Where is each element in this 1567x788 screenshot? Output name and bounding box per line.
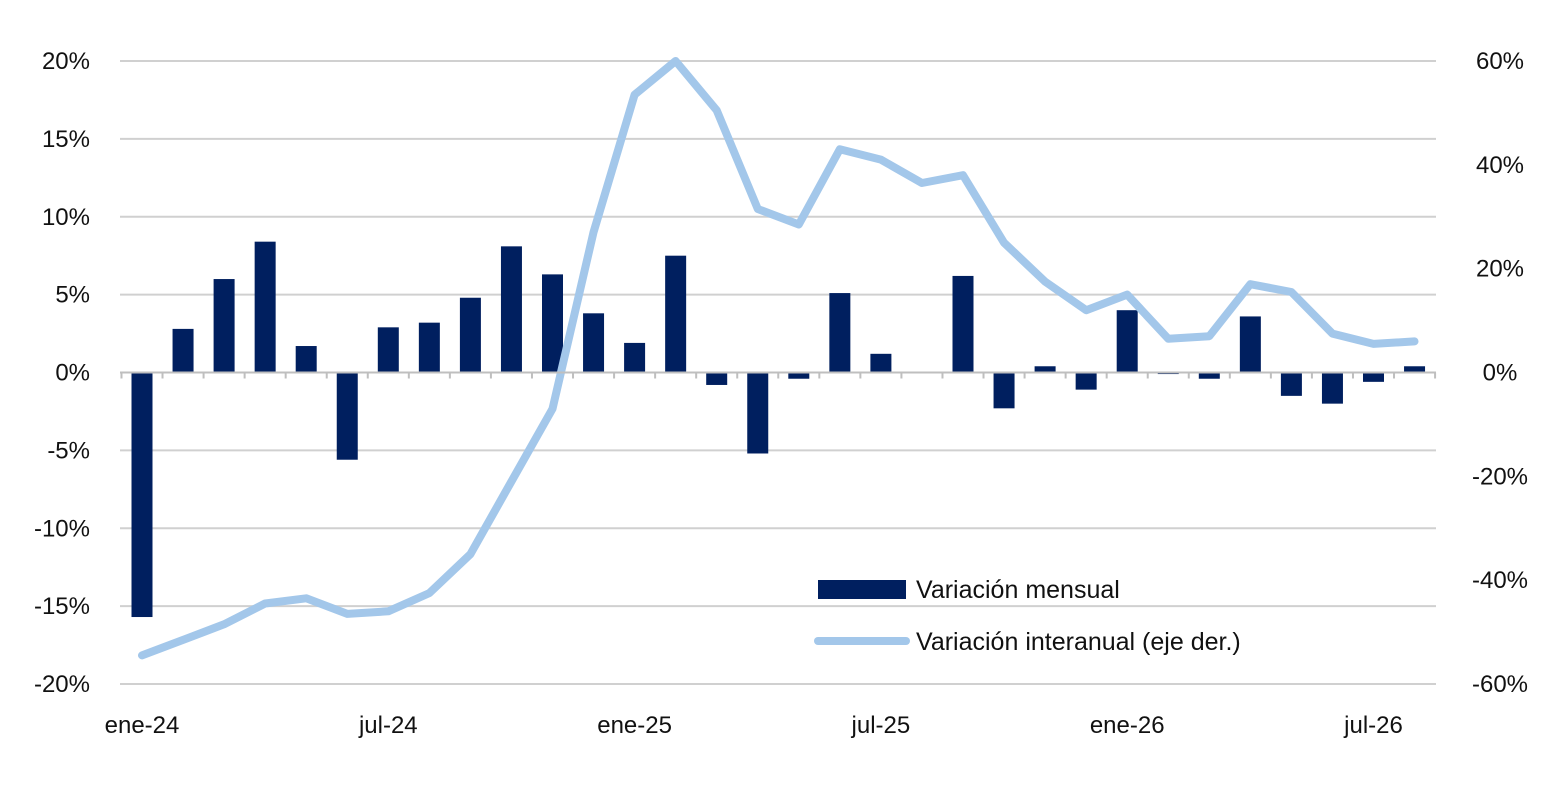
bar	[500, 246, 522, 373]
x-tick-label: jul-26	[1343, 712, 1403, 739]
bar	[1116, 310, 1138, 373]
y-right-tick-label: -40%	[1472, 567, 1528, 594]
y-right-tick-label: 40%	[1476, 152, 1524, 179]
bar	[377, 327, 399, 373]
y-left-tick-label: 15%	[42, 126, 90, 153]
bar	[459, 297, 481, 373]
y-right-tick-label: -20%	[1472, 463, 1528, 490]
y-left-tick-label: -15%	[34, 593, 90, 620]
legend-label-line: Variación interanual (eje der.)	[916, 628, 1241, 656]
series-line	[138, 57, 1419, 660]
bar	[213, 279, 235, 373]
x-tick-label: ene-24	[105, 712, 180, 739]
bar	[1239, 316, 1261, 373]
bar	[1198, 372, 1220, 379]
bar	[1321, 372, 1343, 404]
bar	[542, 274, 563, 373]
bar	[254, 241, 276, 373]
y-right-tick-label: -60%	[1472, 671, 1528, 698]
y-left-tick-label: -5%	[47, 437, 90, 464]
line-series-yearly	[138, 57, 1419, 660]
y-left-tick-label: -20%	[34, 671, 90, 698]
y-left-tick-label: 10%	[42, 204, 90, 231]
y-left-tick-label: 0%	[55, 360, 90, 387]
bar	[706, 372, 728, 385]
y-left-tick-label: 5%	[55, 282, 90, 309]
x-tick-label: ene-26	[1090, 712, 1165, 739]
bar	[993, 372, 1015, 409]
y-right-tick-label: 60%	[1476, 48, 1524, 75]
bar	[624, 342, 646, 373]
bar	[295, 346, 317, 373]
bar	[131, 372, 153, 618]
bar	[336, 372, 358, 460]
y-axis-left: 20% 15% 10% 5% 0% -5% -10% -15% -20%	[34, 48, 90, 698]
y-right-tick-label: 20%	[1476, 256, 1524, 283]
x-tick-label: jul-25	[851, 712, 911, 739]
y-right-tick-label: 0%	[1483, 360, 1518, 387]
bar	[1280, 372, 1302, 396]
y-axis-right: 60% 40% 20% 0% -20% -40% -60%	[1472, 48, 1528, 698]
y-left-tick-label: 20%	[42, 48, 90, 75]
bar	[788, 372, 810, 379]
bar-series-monthly	[131, 241, 1426, 618]
bar	[1363, 372, 1384, 382]
legend-label-bar: Variación mensual	[916, 576, 1120, 604]
bar	[1034, 366, 1056, 373]
bar	[1075, 372, 1097, 390]
bar	[747, 372, 769, 454]
bar	[829, 293, 851, 373]
legend-swatch-bar	[818, 580, 906, 599]
x-tick-label: jul-24	[358, 712, 418, 739]
x-axis: ene-24 jul-24 ene-25 jul-25 ene-26 jul-26	[105, 371, 1437, 739]
bar	[870, 353, 892, 373]
legend: Variación mensual Variación interanual (…	[814, 576, 1241, 656]
bar	[418, 322, 440, 373]
y-left-tick-label: -10%	[34, 515, 90, 542]
bar	[665, 255, 687, 373]
bar	[1404, 366, 1426, 373]
x-tick-label: ene-25	[597, 712, 672, 739]
bar	[172, 328, 194, 373]
bar	[583, 313, 605, 373]
bar	[952, 275, 974, 373]
